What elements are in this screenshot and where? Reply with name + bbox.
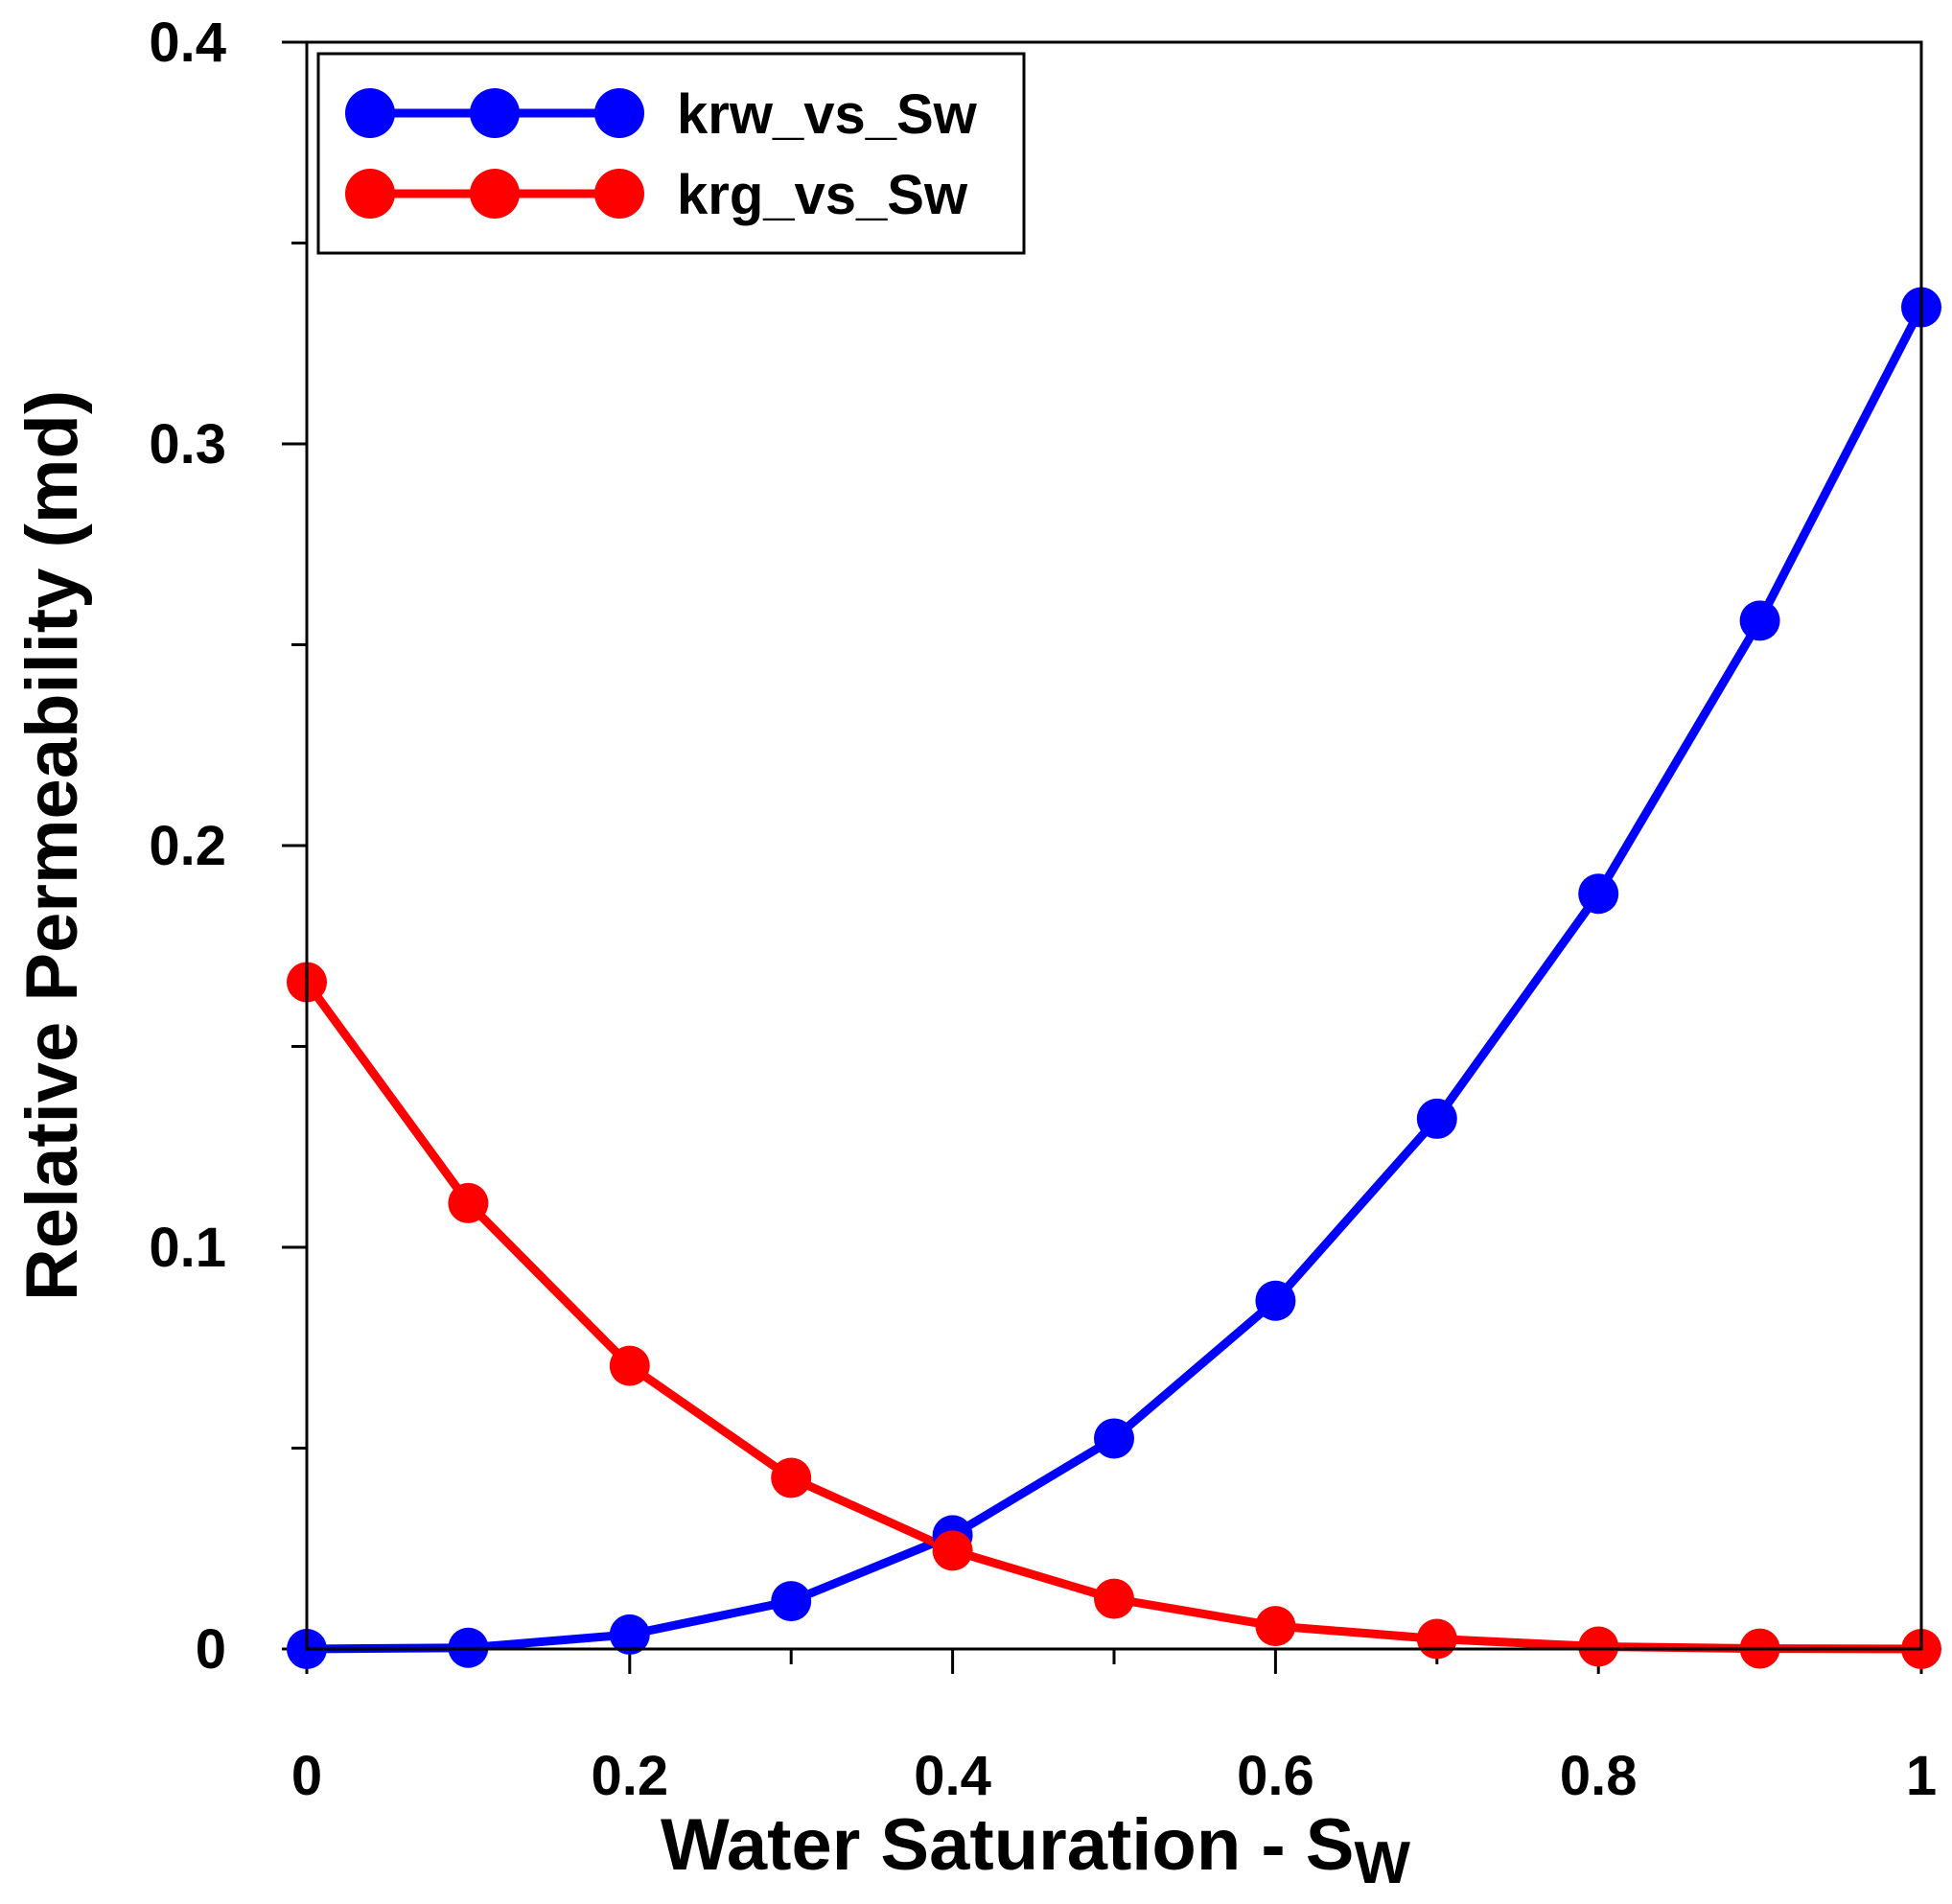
- data-point-krg_vs_Sw: [771, 1457, 812, 1498]
- x-tick-label: 0.2: [591, 1745, 668, 1807]
- y-axis-title: Relative Permeability (md): [12, 390, 93, 1301]
- data-point-krw_vs_Sw: [1739, 600, 1780, 641]
- data-point-krg_vs_Sw: [1578, 1626, 1619, 1667]
- series-line-krg_vs_Sw: [302, 977, 1926, 1654]
- legend: krw_vs_Sw krg_vs_Sw: [316, 52, 1026, 255]
- y-tick-label: 0.2: [149, 815, 226, 877]
- data-point-krg_vs_Sw: [932, 1530, 973, 1571]
- data-point-krg_vs_Sw: [1094, 1578, 1134, 1619]
- y-tick-label: 0.3: [149, 413, 226, 476]
- data-point-krw_vs_Sw: [1416, 1098, 1457, 1139]
- data-point-krg_vs_Sw: [1416, 1618, 1457, 1660]
- legend-marker-swatch: [594, 169, 644, 219]
- y-tick-label: 0.4: [149, 12, 226, 74]
- legend-label: krg_vs_Sw: [677, 164, 968, 226]
- x-axis-title-main: Water Saturation - S: [661, 1804, 1354, 1886]
- x-tick-label: 0: [291, 1745, 322, 1807]
- x-axis-title-subscript: W: [1354, 1830, 1410, 1896]
- series-layer: [287, 287, 1941, 1669]
- legend-entry-krg_vs_Sw: krg_vs_Sw: [345, 164, 968, 226]
- data-point-krg_vs_Sw: [448, 1182, 489, 1223]
- data-point-krw_vs_Sw: [1255, 1280, 1296, 1321]
- tick-labels: 0 0.2 0.4 0.6 0.8 1 0 0.1 0.2 0.3 0.4: [149, 12, 1937, 1807]
- data-point-krg_vs_Sw: [609, 1345, 650, 1386]
- y-tick-label: 0: [196, 1618, 226, 1681]
- legend-marker-swatch: [345, 169, 395, 219]
- y-tick-label: 0.1: [149, 1217, 226, 1279]
- x-tick-label: 0.6: [1237, 1745, 1314, 1807]
- data-point-krw_vs_Sw: [771, 1581, 812, 1622]
- legend-box: [316, 52, 1026, 255]
- data-point-krw_vs_Sw: [1094, 1418, 1134, 1459]
- legend-marker-swatch: [594, 88, 644, 138]
- x-axis-title: Water Saturation - SW: [661, 1804, 1410, 1896]
- plot-area-frame: [305, 40, 1923, 1651]
- x-tick-label: 1: [1906, 1745, 1937, 1807]
- legend-marker-swatch: [345, 88, 395, 138]
- legend-marker-swatch: [470, 169, 520, 219]
- legend-entry-krw_vs_Sw: krw_vs_Sw: [345, 83, 978, 146]
- data-point-krw_vs_Sw: [609, 1614, 650, 1655]
- x-tick-label: 0.8: [1560, 1745, 1638, 1807]
- data-point-krg_vs_Sw: [1255, 1606, 1296, 1647]
- legend-label: krw_vs_Sw: [677, 83, 978, 146]
- data-point-krw_vs_Sw: [1578, 873, 1619, 915]
- x-tick-label: 0.4: [914, 1745, 991, 1807]
- legend-marker-swatch: [470, 88, 520, 138]
